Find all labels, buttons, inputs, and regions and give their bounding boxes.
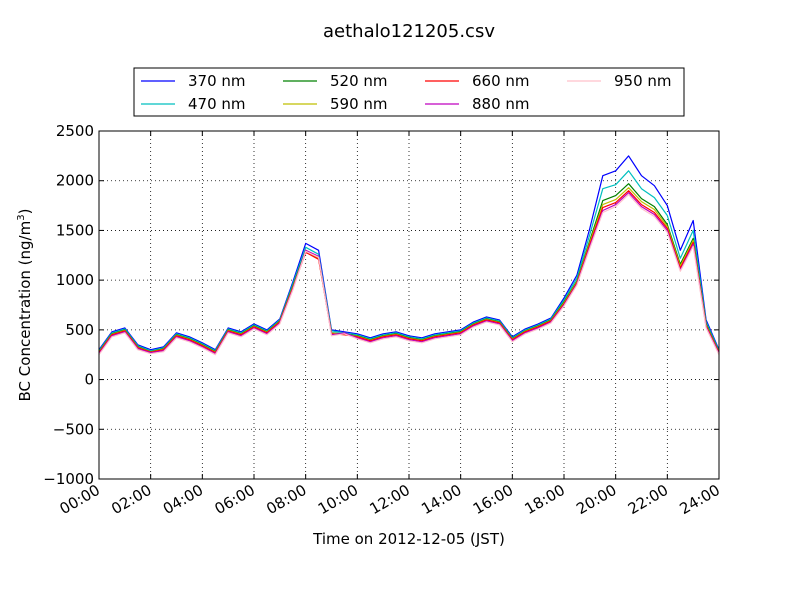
y-tick-label: 2500 xyxy=(56,122,94,140)
series-lines xyxy=(98,155,720,356)
series-line xyxy=(98,155,720,351)
y-tick-label: 0 xyxy=(84,371,94,389)
legend-label: 880 nm xyxy=(472,95,530,113)
legend-label: 520 nm xyxy=(330,72,388,90)
y-tick-label: 1500 xyxy=(56,221,94,239)
y-axis-label-main: BC Concentration (ng/m xyxy=(16,221,34,402)
series-line xyxy=(98,192,720,355)
y-axis-label: BC Concentration (ng/m3) xyxy=(16,209,34,402)
y-axis: 2500 2000 1500 1000 500 0 −500 −1000 xyxy=(43,122,719,488)
x-tick-label: 06:00 xyxy=(212,481,258,518)
chart-title: aethalo121205.csv xyxy=(323,21,495,42)
y-axis-label-sup: 3 xyxy=(16,214,27,220)
legend-box xyxy=(133,67,685,117)
x-tick-label: 04:00 xyxy=(160,481,206,518)
x-tick-label: 18:00 xyxy=(522,481,568,518)
series-line xyxy=(98,190,720,354)
x-tick-label: 16:00 xyxy=(470,481,516,518)
series-line xyxy=(98,194,720,356)
legend-label: 370 nm xyxy=(188,72,246,90)
y-tick-label: −1000 xyxy=(43,470,94,488)
x-tick-label: 14:00 xyxy=(418,481,464,518)
x-tick-label: 24:00 xyxy=(677,481,723,518)
y-axis-label-end: ) xyxy=(16,209,34,215)
y-tick-label: −500 xyxy=(53,420,94,438)
x-tick-label: 08:00 xyxy=(263,481,309,518)
x-tick-label: 02:00 xyxy=(108,481,154,518)
legend-label: 470 nm xyxy=(188,95,246,113)
legend-label: 950 nm xyxy=(614,72,672,90)
y-tick-label: 2000 xyxy=(56,172,94,190)
series-line xyxy=(98,170,720,352)
x-tick-label: 12:00 xyxy=(367,481,413,518)
y-tick-label: 500 xyxy=(65,321,94,339)
x-axis-label: Time on 2012-12-05 (JST) xyxy=(312,530,505,548)
legend-label: 660 nm xyxy=(472,72,530,90)
x-tick-label: 10:00 xyxy=(315,481,361,518)
legend: 370 nm 470 nm 520 nm 590 nm 660 nm 880 nm 950 … xyxy=(133,67,685,117)
grid xyxy=(98,130,720,480)
x-tick-label: 20:00 xyxy=(573,481,619,518)
x-tick-label: 22:00 xyxy=(625,481,671,518)
legend-label: 590 nm xyxy=(330,95,388,113)
y-tick-label: 1000 xyxy=(56,271,94,289)
